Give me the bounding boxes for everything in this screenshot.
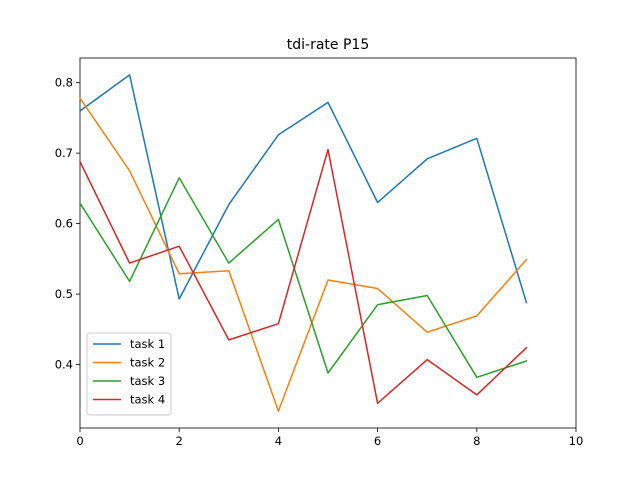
y-tick-label: 0.8 <box>55 76 73 90</box>
chart-title: tdi-rate P15 <box>287 37 369 53</box>
x-axis: 0 2 4 6 8 10 <box>76 428 583 448</box>
x-tick-label: 0 <box>76 434 83 448</box>
y-tick-label: 0.5 <box>55 287 73 301</box>
legend-box <box>86 332 172 416</box>
y-tick-label: 0.4 <box>55 358 73 372</box>
legend-label: task 4 <box>130 393 165 407</box>
x-tick-label: 4 <box>275 434 282 448</box>
legend-label: task 3 <box>130 374 165 388</box>
x-tick-label: 8 <box>473 434 480 448</box>
legend: task 1 task 2 task 3 task 4 <box>86 332 172 416</box>
y-axis: 0.4 0.5 0.6 0.7 0.8 <box>55 76 80 372</box>
legend-label: task 2 <box>130 356 165 370</box>
x-tick-label: 2 <box>176 434 183 448</box>
plot-area <box>79 57 577 429</box>
x-tick-label: 6 <box>374 434 381 448</box>
series-lines <box>78 74 528 412</box>
legend-label: task 1 <box>130 337 165 351</box>
series-line-task-1 <box>78 74 528 304</box>
y-tick-label: 0.6 <box>55 217 73 231</box>
series-line-task-4 <box>78 148 528 405</box>
x-tick-label: 10 <box>569 434 584 448</box>
series-line-task-3 <box>78 177 528 379</box>
series-line-task-2 <box>78 97 528 412</box>
y-tick-label: 0.7 <box>55 146 73 160</box>
